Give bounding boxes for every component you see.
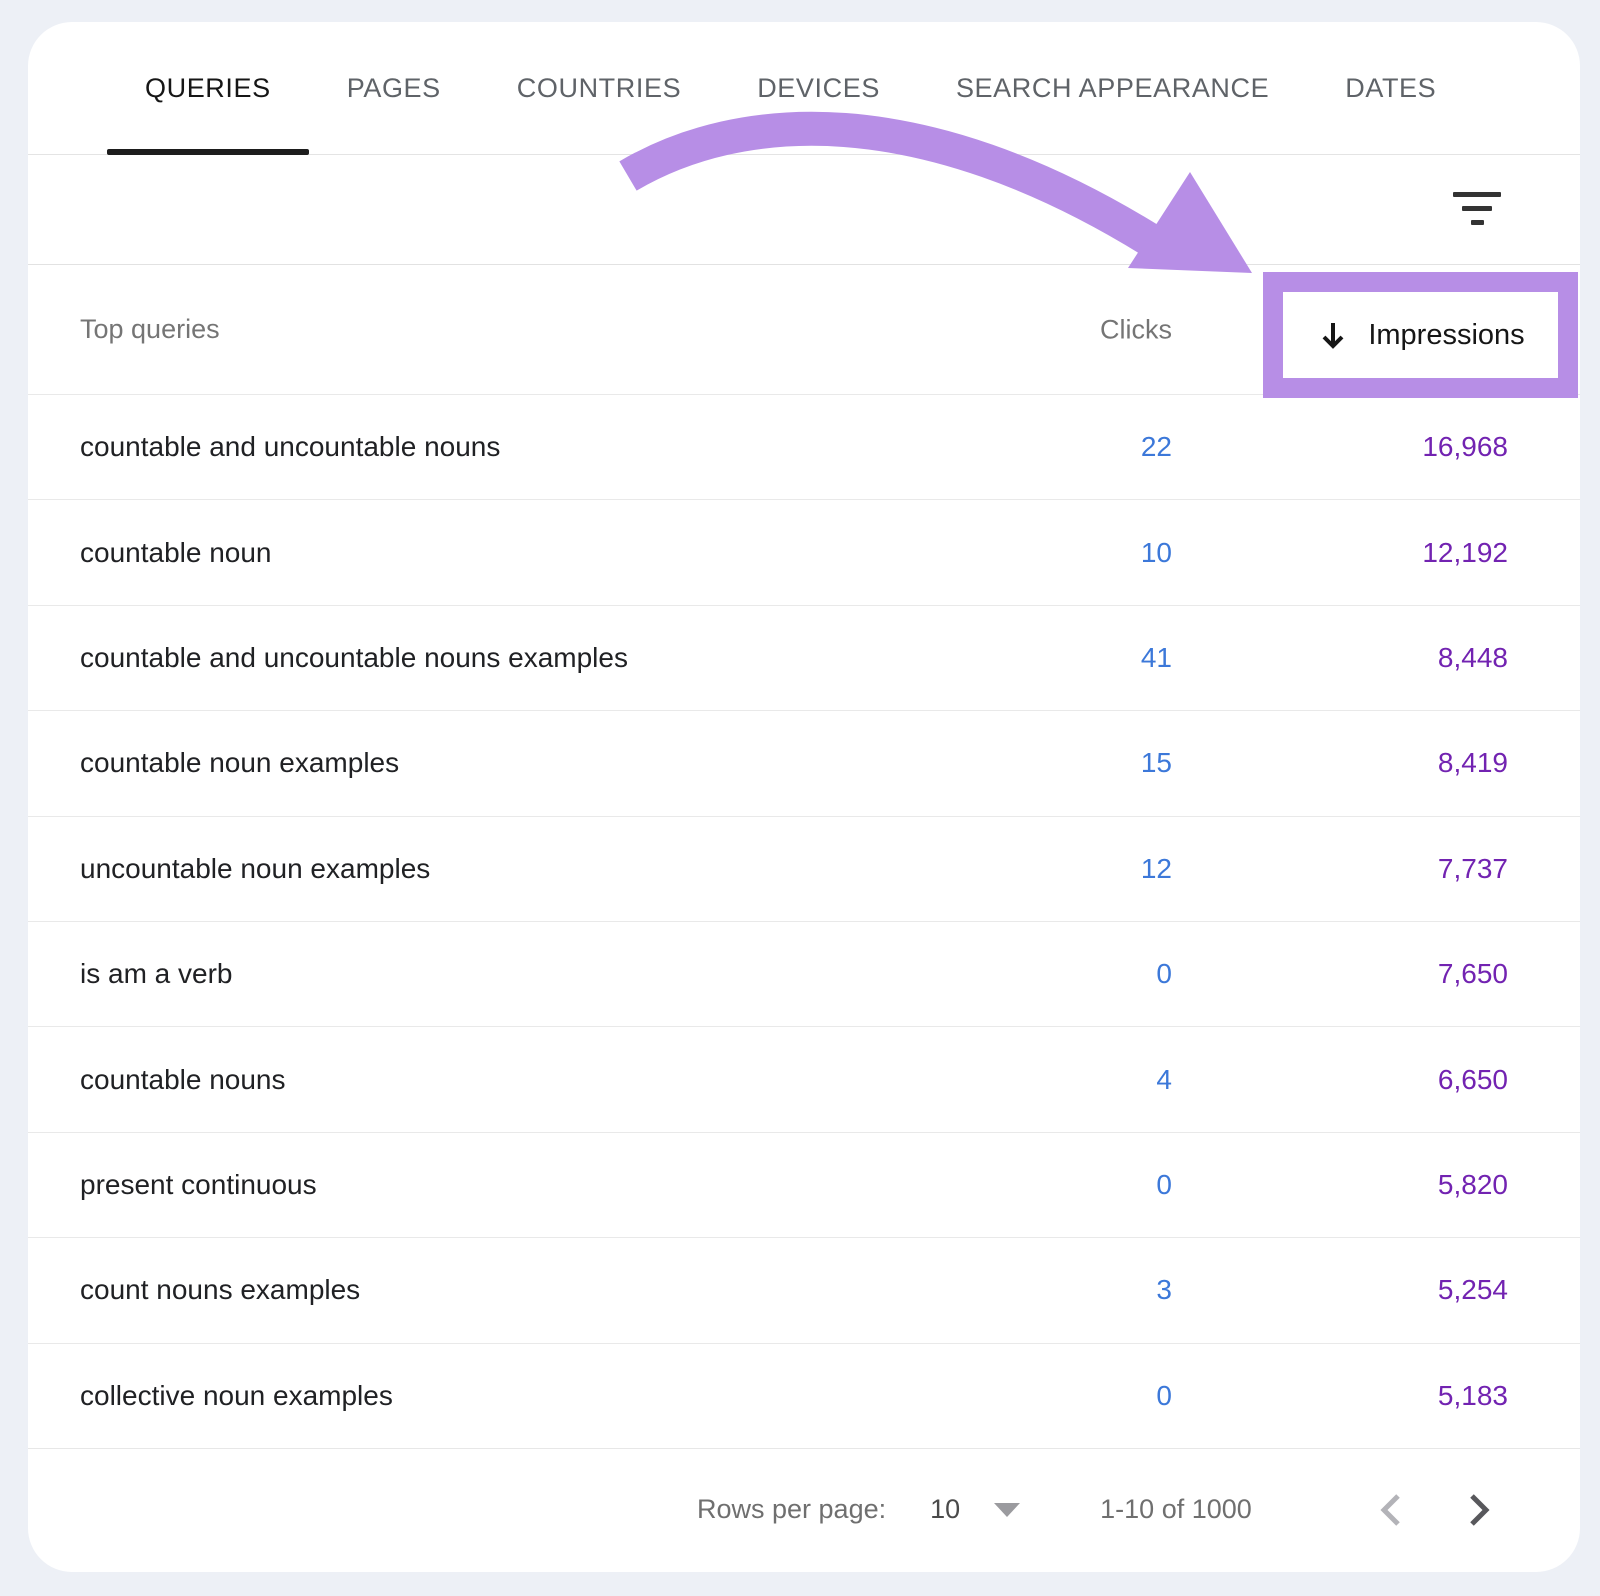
dimension-tabs: QUERIES PAGES COUNTRIES DEVICES SEARCH A… — [28, 22, 1580, 155]
active-tab-underline — [107, 149, 309, 155]
impressions-highlight-box: Impressions — [1263, 272, 1578, 398]
rows-per-page-dropdown-icon[interactable] — [994, 1502, 1021, 1517]
clicks-cell: 3 — [1156, 1274, 1172, 1306]
clicks-cell: 41 — [1140, 641, 1172, 673]
table-row[interactable]: countable noun 10 12,192 — [28, 499, 1580, 604]
query-cell: present continuous — [80, 1168, 317, 1200]
previous-page-button[interactable] — [1376, 1489, 1406, 1531]
tab-dates[interactable]: DATES — [1307, 22, 1474, 154]
tab-pages[interactable]: PAGES — [309, 22, 479, 154]
tab-countries[interactable]: COUNTRIES — [479, 22, 719, 154]
clicks-cell: 22 — [1140, 431, 1172, 463]
clicks-cell: 0 — [1156, 1168, 1172, 1200]
impressions-cell: 6,650 — [1437, 1063, 1508, 1095]
table-row[interactable]: uncountable noun examples 12 7,737 — [28, 815, 1580, 921]
table-row[interactable]: is am a verb 0 7,650 — [28, 920, 1580, 1026]
query-cell: countable and uncountable nouns examples — [80, 641, 628, 673]
clicks-cell: 12 — [1140, 852, 1172, 884]
query-cell: countable and uncountable nouns — [80, 431, 501, 463]
impressions-cell: 8,419 — [1437, 747, 1508, 779]
impressions-cell: 12,192 — [1422, 536, 1508, 568]
arrow-downward-icon — [1322, 323, 1344, 349]
column-header-impressions[interactable]: Impressions — [1283, 292, 1558, 378]
table-row[interactable]: countable noun examples 15 8,419 — [28, 710, 1580, 815]
tab-queries-label: QUERIES — [145, 72, 271, 103]
query-cell: countable nouns — [80, 1063, 286, 1095]
clicks-cell: 10 — [1140, 536, 1172, 568]
table-row[interactable]: present continuous 0 5,820 — [28, 1131, 1580, 1237]
search-performance-card: QUERIES PAGES COUNTRIES DEVICES SEARCH A… — [28, 22, 1580, 1572]
pagination-range: 1-10 of 1000 — [1100, 1494, 1252, 1525]
tab-pages-label: PAGES — [346, 72, 441, 103]
tab-search-appearance[interactable]: SEARCH APPEARANCE — [918, 22, 1307, 154]
clicks-cell: 0 — [1156, 958, 1172, 990]
tab-countries-label: COUNTRIES — [516, 72, 682, 103]
tab-search-appearance-label: SEARCH APPEARANCE — [955, 72, 1270, 103]
table-row[interactable]: collective noun examples 0 5,183 — [28, 1342, 1580, 1448]
table-body: countable and uncountable nouns 22 16,96… — [28, 394, 1580, 1448]
table-row[interactable]: count nouns examples 3 5,254 — [28, 1237, 1580, 1342]
impressions-cell: 5,183 — [1437, 1379, 1508, 1411]
query-cell: countable noun — [80, 536, 272, 568]
impressions-cell: 7,737 — [1437, 852, 1508, 884]
impressions-cell: 16,968 — [1422, 431, 1508, 463]
column-header-impressions-label: Impressions — [1368, 318, 1525, 351]
chevron-right-icon — [1470, 1494, 1490, 1526]
next-page-button[interactable] — [1464, 1489, 1494, 1531]
query-cell: uncountable noun examples — [80, 852, 431, 884]
impressions-cell: 5,820 — [1437, 1168, 1508, 1200]
impressions-cell: 5,254 — [1437, 1274, 1508, 1306]
filter-list-icon[interactable] — [1453, 191, 1501, 228]
query-cell: count nouns examples — [80, 1274, 361, 1306]
table-row[interactable]: countable nouns 4 6,650 — [28, 1026, 1580, 1131]
column-header-top-queries: Top queries — [80, 314, 220, 344]
tab-devices[interactable]: DEVICES — [719, 22, 918, 154]
impressions-cell: 8,448 — [1437, 641, 1508, 673]
table-pagination: Rows per page: 10 1-10 of 1000 — [28, 1447, 1580, 1571]
query-cell: collective noun examples — [80, 1379, 393, 1411]
tab-queries[interactable]: QUERIES — [107, 22, 309, 155]
table-row[interactable]: countable and uncountable nouns 22 16,96… — [28, 394, 1580, 499]
query-cell: is am a verb — [80, 958, 233, 990]
clicks-cell: 4 — [1156, 1063, 1172, 1095]
table-header-row: Top queries Clicks — [28, 265, 1580, 394]
rows-per-page-value[interactable]: 10 — [930, 1494, 961, 1525]
rows-per-page-label: Rows per page: — [697, 1494, 887, 1525]
clicks-cell: 15 — [1140, 747, 1172, 779]
chevron-left-icon — [1380, 1494, 1400, 1526]
impressions-cell: 7,650 — [1437, 958, 1508, 990]
table-row[interactable]: countable and uncountable nouns examples… — [28, 604, 1580, 710]
query-cell: countable noun examples — [80, 747, 400, 779]
clicks-cell: 0 — [1156, 1379, 1172, 1411]
tab-dates-label: DATES — [1345, 72, 1437, 103]
column-header-clicks[interactable]: Clicks — [1100, 314, 1172, 344]
table-toolbar — [28, 155, 1580, 265]
tab-devices-label: DEVICES — [757, 72, 880, 103]
